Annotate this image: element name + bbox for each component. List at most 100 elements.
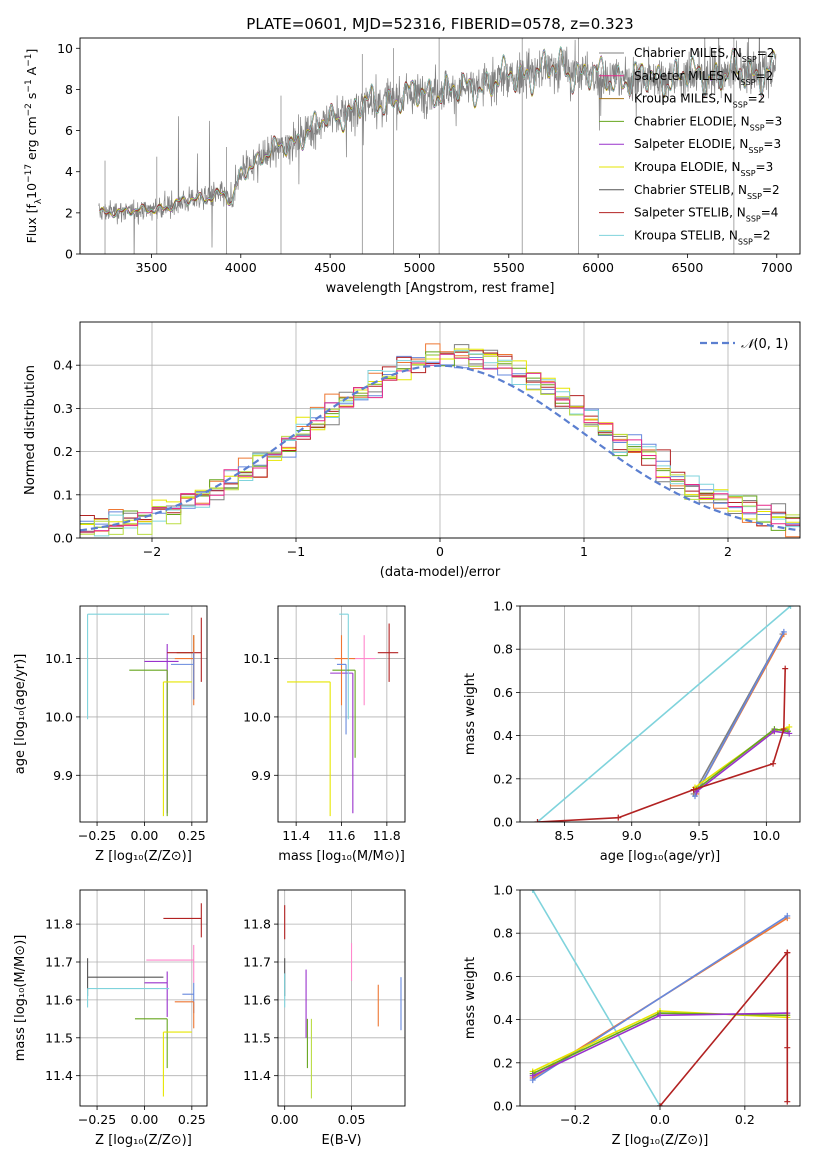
series-marker [786, 730, 793, 737]
y-tick-label: 0.3 [53, 401, 73, 416]
x-tick-label: −0.2 [560, 1112, 590, 1127]
y-tick-label: 10.1 [45, 651, 73, 666]
y-tick-label: 0.2 [53, 444, 73, 459]
x-tick-label: −2 [143, 544, 161, 559]
legend-sub: SSP [733, 100, 748, 109]
spectrum-y-axis-label: Flux [fλ10−17 erg cm−2 s−1 A−1] [24, 49, 44, 244]
plot-area [80, 343, 800, 538]
residuals-y-axis-label: Normed distribution [23, 365, 38, 495]
y-tick-label: 0.2 [493, 771, 513, 786]
series-marker [657, 1012, 663, 1019]
y-tick-label: 11.8 [45, 917, 73, 932]
y-tick-label: 11.5 [45, 1030, 73, 1045]
y-tick-label: 0.4 [53, 358, 73, 373]
series-marker [784, 1098, 791, 1105]
axes-frame [519, 889, 801, 1107]
legend-text: Salpeter ELODIE, N [634, 137, 748, 151]
series-line [694, 631, 785, 797]
spectrum-title: PLATE=0601, MJD=52316, FIBERID=0578, z=0… [246, 15, 633, 33]
x-tick-label: 4000 [225, 260, 257, 275]
axes-frame [79, 889, 208, 1107]
plot-area [87, 613, 202, 817]
series-line [695, 730, 790, 793]
y-tick-label: 11.4 [243, 1068, 271, 1083]
mass-ebv-axes: 0.00 0.05 11.4 11.5 11.6 11.7 11.8 E(B-V) [243, 889, 406, 1148]
series-marker [780, 726, 787, 733]
x-tick-label: 0.00 [131, 1112, 159, 1127]
mw-z-y-axis-label: mass weight [463, 957, 478, 1039]
y-tick-label: 10.0 [243, 709, 271, 724]
label-part: 10 [24, 183, 39, 199]
y-tick-label: 0.0 [493, 1099, 513, 1114]
x-tick-label: 9.5 [689, 828, 709, 843]
x-tick-label: 10.0 [752, 828, 780, 843]
label-part: erg cm [24, 116, 39, 164]
x-tick-label: 11.4 [282, 828, 310, 843]
age-mass-axes: 11.4 11.6 11.8 9.9 10.0 10.1 mass [log₁₀(M/M⊙)… [243, 605, 406, 864]
x-tick-label: 3500 [136, 260, 168, 275]
axes-frame [519, 605, 801, 823]
label-part: Flux [f [24, 204, 39, 244]
legend-sub: SSP [750, 123, 765, 132]
legend-entry: Chabrier STELIB, NSSP=2 [634, 183, 780, 201]
series-marker [786, 723, 793, 730]
x-tick-label: 0.25 [178, 1112, 206, 1127]
mass-z-x-axis-label: Z [log₁₀(Z/Z⊙)] [95, 1133, 192, 1148]
y-tick-label: 11.6 [243, 992, 271, 1007]
legend-text: Kroupa STELIB, N [634, 228, 738, 242]
mw-z-axes: −0.2 0.0 0.2 0.0 0.2 0.4 0.6 0.8 1.0 Z [log₁₀(Z/Z… [463, 883, 801, 1148]
legend-entry: Kroupa STELIB, NSSP=2 [634, 228, 771, 246]
x-tick-label: 6500 [672, 260, 704, 275]
label-part: −2 [24, 103, 34, 116]
legend-sub: SSP [747, 191, 762, 200]
y-tick-label: 9.9 [53, 768, 73, 783]
mw-age-y-axis-label: mass weight [463, 673, 478, 755]
x-tick-label: 4500 [314, 260, 346, 275]
x-tick-label: 6000 [582, 260, 614, 275]
spectrum-x-axis-label: wavelength [Angstrom, rest frame] [326, 281, 555, 296]
grid [520, 605, 800, 823]
legend-entry: Chabrier MILES, NSSP=2 [634, 46, 774, 64]
series-marker [784, 949, 791, 956]
legend-entry: Salpeter MILES, NSSP=2 [634, 69, 773, 87]
y-tick-label: 10.1 [243, 651, 271, 666]
series-line [536, 606, 792, 822]
grid [80, 606, 207, 822]
y-tick-label: 0.4 [493, 728, 513, 743]
axes-frame [79, 37, 801, 255]
label-part: s [24, 93, 39, 104]
legend-value: =2 [753, 228, 771, 242]
y-tick-label: 2 [65, 205, 73, 220]
x-tick-label: 7000 [761, 260, 793, 275]
grid [80, 890, 207, 1106]
x-tick-label: 0.25 [178, 828, 206, 843]
legend-value: =2 [757, 46, 775, 60]
y-tick-label: 9.9 [251, 768, 271, 783]
x-tick-label: −0.25 [78, 828, 116, 843]
legend-entry: Chabrier ELODIE, NSSP=3 [634, 114, 782, 131]
legend-text: Chabrier MILES, N [634, 46, 742, 60]
y-tick-label: 11.4 [45, 1068, 73, 1083]
legend-text: Kroupa MILES, N [634, 92, 733, 106]
label-part: A [24, 66, 39, 79]
spectrum-data-line [98, 38, 777, 254]
age-mass-x-axis-label: mass [log₁₀(M/M⊙)] [278, 849, 405, 864]
x-tick-label: 8.5 [554, 828, 574, 843]
y-tick-label: 0.0 [493, 815, 513, 830]
legend-text: Salpeter STELIB, N [634, 206, 746, 220]
plot-area [529, 890, 791, 1106]
series-line [532, 890, 661, 1106]
legend-entry: 𝒩(0, 1) [741, 337, 788, 352]
legend-text: Salpeter MILES, N [634, 69, 741, 83]
y-tick-label: 11.7 [45, 955, 73, 970]
grid [278, 890, 405, 1106]
x-tick-label: 0.2 [735, 1112, 755, 1127]
series-marker [657, 1103, 663, 1106]
legend-sub: SSP [748, 146, 763, 155]
legend-entry: Kroupa ELODIE, NSSP=3 [634, 160, 773, 178]
y-tick-label: 11.5 [243, 1030, 271, 1045]
series-marker [771, 728, 778, 735]
age-z-y-axis-label: age [log₁₀(age/yr)] [13, 654, 28, 775]
x-tick-label: 0 [436, 544, 444, 559]
